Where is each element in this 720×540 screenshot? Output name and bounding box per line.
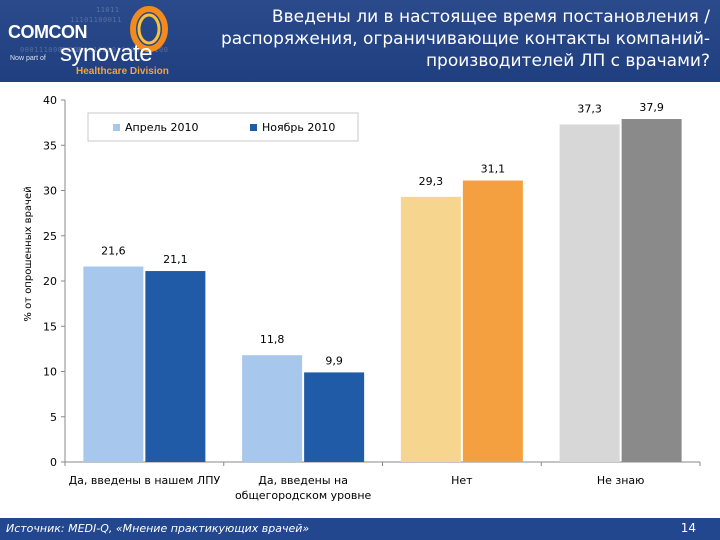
y-tick-label: 30 <box>43 185 57 198</box>
data-label: 21,1 <box>163 253 188 266</box>
source-note: Источник: MEDI-Q, «Мнение практикующих в… <box>6 522 310 535</box>
legend-label: Апрель 2010 <box>125 121 198 134</box>
bar <box>400 196 461 462</box>
y-tick-label: 0 <box>50 456 57 469</box>
logo-binary-line: 11101100011 <box>70 16 122 24</box>
legend-swatch <box>250 124 257 131</box>
y-tick-label: 5 <box>50 411 57 424</box>
legend-label: Ноябрь 2010 <box>262 121 335 134</box>
x-tick-label: Нет <box>451 474 473 487</box>
y-tick-label: 10 <box>43 366 57 379</box>
bar-chart: 0 5 10 15 20 25 30 35 40 21,6 21,1 Да, введены в на… <box>23 94 701 502</box>
logo-synovate: synovate <box>60 40 153 67</box>
x-tick-label: Да, введены на <box>258 474 348 487</box>
logo-binary-line: 0001110001110 <box>20 46 82 54</box>
logo-comcon: COMCON <box>8 22 88 42</box>
page-number: 14 <box>680 521 696 535</box>
data-label: 29,3 <box>419 175 444 188</box>
y-tick-label: 25 <box>43 230 57 243</box>
data-label: 9,9 <box>325 354 343 367</box>
y-tick-label: 35 <box>43 139 57 152</box>
bar <box>83 266 144 462</box>
data-label: 37,3 <box>577 102 602 115</box>
y-tick-label: 20 <box>43 275 57 288</box>
bar <box>145 271 206 462</box>
logo-now-part-of: Now part of <box>10 55 46 62</box>
data-label: 31,1 <box>481 163 506 176</box>
page-title: Введены ли в настоящее время постановлен… <box>221 7 710 71</box>
logo-binary-line: 11011 <box>96 6 120 14</box>
footer-bar: Источник: MEDI-Q, «Мнение практикующих в… <box>0 518 720 540</box>
company-logo: 11011 11101100011 0111000110001100011010… <box>0 0 190 82</box>
x-tick-label: Не знаю <box>597 474 645 487</box>
bar <box>462 180 523 463</box>
legend-swatch <box>113 124 120 131</box>
logo-division: Healthcare Division <box>76 66 169 77</box>
logo-binary-line: 01110001100011000110100 <box>60 46 169 54</box>
data-label: 21,6 <box>101 245 126 258</box>
bar <box>304 372 365 462</box>
x-tick-label: Да, введены в нашем ЛПУ <box>69 474 221 487</box>
bar <box>242 355 303 462</box>
y-tick-label: 40 <box>43 94 57 107</box>
y-tick-label: 15 <box>43 320 57 333</box>
header-banner: 11011 11101100011 0111000110001100011010… <box>0 0 720 82</box>
y-axis-title: % от опрошенных врачей <box>23 186 34 321</box>
x-tick-label: общегородском уровне <box>235 489 372 502</box>
bar <box>621 119 682 462</box>
legend-box <box>87 112 359 142</box>
data-label: 11,8 <box>260 333 285 346</box>
data-label: 37,9 <box>639 101 664 114</box>
bar <box>559 124 620 462</box>
synovate-ring-icon <box>130 6 168 52</box>
